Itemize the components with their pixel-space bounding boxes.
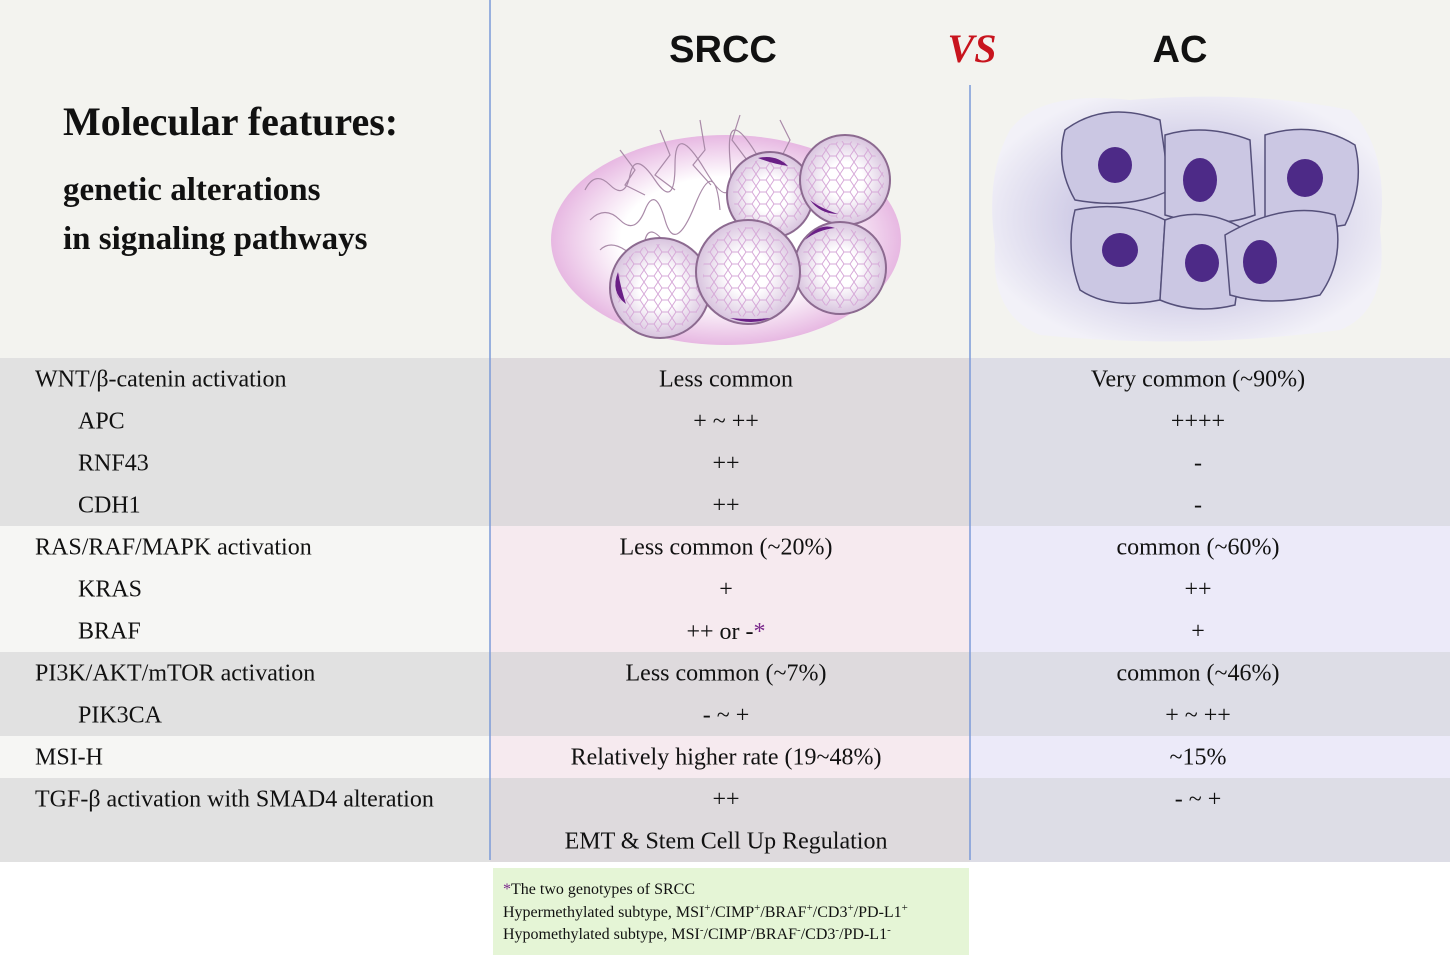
footnote-text: /PD-L1 xyxy=(839,926,887,943)
cell-value: Relatively higher rate (19~48%) xyxy=(571,745,882,771)
footnote-text: /CIMP xyxy=(704,926,748,943)
cell-value: Less common xyxy=(659,367,793,393)
cell-value: - ~ + xyxy=(703,703,750,729)
cell-value: ++ xyxy=(712,493,739,519)
footnote-title: *The two genotypes of SRCC xyxy=(503,881,695,898)
superscript: - xyxy=(747,924,751,936)
cell-value: common (~60%) xyxy=(1117,535,1280,561)
superscript: + xyxy=(902,902,908,914)
footnote-text: /BRAF xyxy=(751,926,797,943)
group-background xyxy=(0,778,490,862)
group-background xyxy=(490,358,970,526)
cell-value: ++ xyxy=(1184,577,1211,603)
group-background xyxy=(970,652,1450,736)
cell-value: + xyxy=(1191,619,1205,645)
row-label: APC xyxy=(78,409,125,435)
row-label: PIK3CA xyxy=(78,703,163,729)
footnote-text: /CD3 xyxy=(813,904,848,921)
subtitle: in signaling pathways xyxy=(63,221,368,257)
group-background xyxy=(0,526,490,652)
group-background xyxy=(970,736,1450,778)
footnote-line: Hypermethylated subtype, MSI+/CIMP+/BRAF… xyxy=(503,902,908,921)
subtitle: genetic alterations xyxy=(63,172,321,208)
group-background xyxy=(0,652,490,736)
column-header: AC xyxy=(1153,29,1208,71)
footnote-text: /PD-L1 xyxy=(854,904,902,921)
group-background xyxy=(490,652,970,736)
cell-value: Less common (~7%) xyxy=(626,661,827,687)
marker: * xyxy=(503,881,511,898)
superscript: + xyxy=(704,902,710,914)
cell-value: - ~ + xyxy=(1175,787,1222,813)
row-label: BRAF xyxy=(78,619,141,645)
footnote-text: /CD3 xyxy=(801,926,836,943)
footnote-line: Hypomethylated subtype, MSI-/CIMP-/BRAF-… xyxy=(503,924,891,943)
cell-value: - xyxy=(1194,451,1202,477)
row-label: KRAS xyxy=(78,577,142,603)
cell-value: ++ xyxy=(712,787,739,813)
footnote-text: /CIMP xyxy=(711,904,755,921)
cell-value: common (~46%) xyxy=(1117,661,1280,687)
row-label: RAS/RAF/MAPK activation xyxy=(35,535,312,561)
superscript: - xyxy=(887,924,891,936)
cell-value: Less common (~20%) xyxy=(620,535,833,561)
superscript: + xyxy=(754,902,760,914)
srcc-illustration xyxy=(551,114,901,345)
cell-value: - xyxy=(1194,493,1202,519)
superscript: + xyxy=(807,902,813,914)
title: Molecular features: xyxy=(63,99,398,144)
superscript: - xyxy=(797,924,801,936)
cell-value: + ~ ++ xyxy=(1165,703,1231,729)
versus: VS xyxy=(948,26,997,71)
column-header: SRCC xyxy=(669,29,777,71)
cell-value: ~15% xyxy=(1170,745,1227,771)
cell-value: EMT & Stem Cell Up Regulation xyxy=(565,829,888,855)
cell-value: Very common (~90%) xyxy=(1091,367,1305,393)
group-background xyxy=(490,526,970,652)
row-label: WNT/β-catenin activation xyxy=(35,367,286,393)
footnote: *The two genotypes of SRCC Hypermethylate… xyxy=(503,881,908,943)
group-background xyxy=(970,778,1450,862)
footnote-text: Hypermethylated subtype, MSI xyxy=(503,904,704,921)
footnote-text: /BRAF xyxy=(760,904,806,921)
group-background xyxy=(0,358,490,526)
group-background xyxy=(970,358,1450,526)
footnote-text: Hypomethylated subtype, MSI xyxy=(503,926,700,943)
footnote-text: The two genotypes of SRCC xyxy=(511,881,695,898)
row-label: RNF43 xyxy=(78,451,149,477)
group-background xyxy=(490,778,970,862)
superscript: - xyxy=(700,924,704,936)
marker: * xyxy=(754,619,766,645)
cell-value: ++ xyxy=(712,451,739,477)
group-background xyxy=(0,736,490,778)
cell-text: ++ or - xyxy=(686,619,753,645)
superscript: + xyxy=(847,902,853,914)
row-label: CDH1 xyxy=(78,493,141,519)
cell-value: ++++ xyxy=(1171,409,1225,435)
superscript: - xyxy=(835,924,839,936)
cell-value: + xyxy=(719,577,733,603)
cell-value: + ~ ++ xyxy=(693,409,759,435)
footnote-box xyxy=(493,868,969,955)
row-label: TGF-β activation with SMAD4 alteration xyxy=(35,787,434,813)
row-label: PI3K/AKT/mTOR activation xyxy=(35,661,315,687)
ac-illustration xyxy=(992,96,1382,342)
cell-value: ++ or -* xyxy=(686,619,765,645)
group-background xyxy=(970,526,1450,652)
group-background xyxy=(490,736,970,778)
row-label: MSI-H xyxy=(35,745,103,771)
table: WNT/β-catenin activation Less common Very … xyxy=(0,358,1450,862)
